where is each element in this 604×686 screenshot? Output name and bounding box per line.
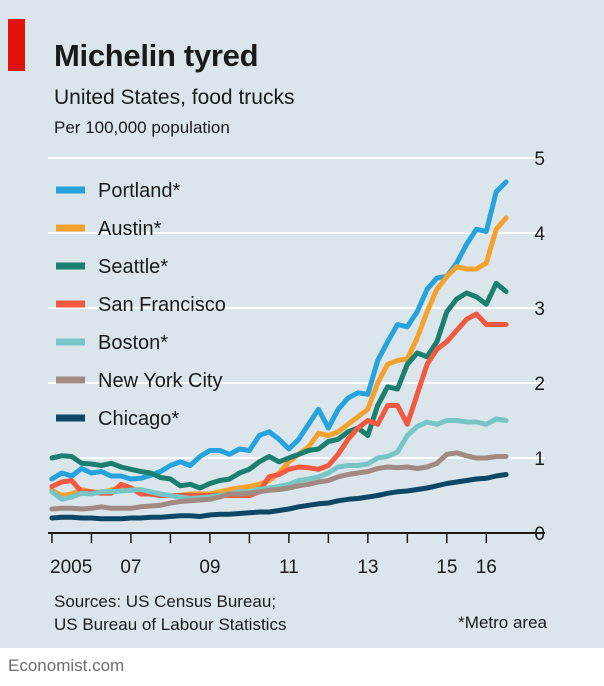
- legend-label: Boston*: [98, 332, 168, 354]
- metro-area-note: *Metro area: [458, 613, 547, 632]
- series-lines: [49, 179, 509, 522]
- gridlines: [48, 157, 545, 459]
- x-axis: 2005 07 09 11 13 15 16: [48, 532, 545, 578]
- series-line-6: [49, 472, 509, 522]
- y-tick-label: 2: [534, 374, 545, 395]
- source-note: Sources: US Census Bureau; US Bureau of …: [54, 590, 286, 636]
- series-line-3: [49, 311, 509, 498]
- series-line-4: [49, 416, 509, 502]
- x-tick-label: 15: [436, 557, 457, 578]
- economist-brand: Economist.com: [8, 656, 125, 675]
- brand-red-tag: [8, 19, 25, 71]
- chart-title: Michelin tyred: [54, 38, 259, 73]
- legend-label: Portland*: [98, 180, 180, 202]
- chart-subtitle: United States, food trucks: [54, 86, 295, 109]
- y-tick-label: 1: [534, 449, 545, 470]
- y-axis-tick-labels: 0 1 2 3 4 5: [534, 149, 545, 545]
- legend-label: San Francisco: [98, 294, 226, 316]
- y-tick-label: 5: [534, 149, 545, 170]
- x-tick-label: 09: [199, 557, 220, 578]
- series-line-2: [49, 280, 509, 491]
- x-tick-label: 11: [279, 557, 299, 578]
- legend-label: Seattle*: [98, 256, 168, 278]
- x-tick-label: 07: [120, 557, 141, 578]
- y-tick-label: 3: [534, 299, 545, 320]
- legend-label: Austin*: [98, 218, 162, 240]
- x-tick-label: 2005: [50, 557, 92, 578]
- y-tick-label: 0: [534, 524, 545, 545]
- line-chart: 0 1 2 3 4 5 2005 07 09 11 13 15 16 Portland* Austin*…: [48, 149, 545, 578]
- x-tick-label: 16: [476, 557, 497, 578]
- chart-unit-label: Per 100,000 population: [54, 118, 230, 137]
- legend: Portland* Austin* Seattle* San Francisco Bos…: [56, 180, 226, 430]
- legend-label: New York City: [98, 370, 223, 392]
- source-line-2: US Bureau of Labour Statistics: [54, 615, 287, 634]
- x-tick-label: 13: [357, 557, 378, 578]
- legend-label: Chicago*: [98, 408, 179, 430]
- series-line-5: [49, 450, 509, 512]
- series-line-0: [49, 179, 509, 482]
- y-tick-label: 4: [534, 224, 545, 245]
- source-line-1: Sources: US Census Bureau;: [54, 592, 277, 611]
